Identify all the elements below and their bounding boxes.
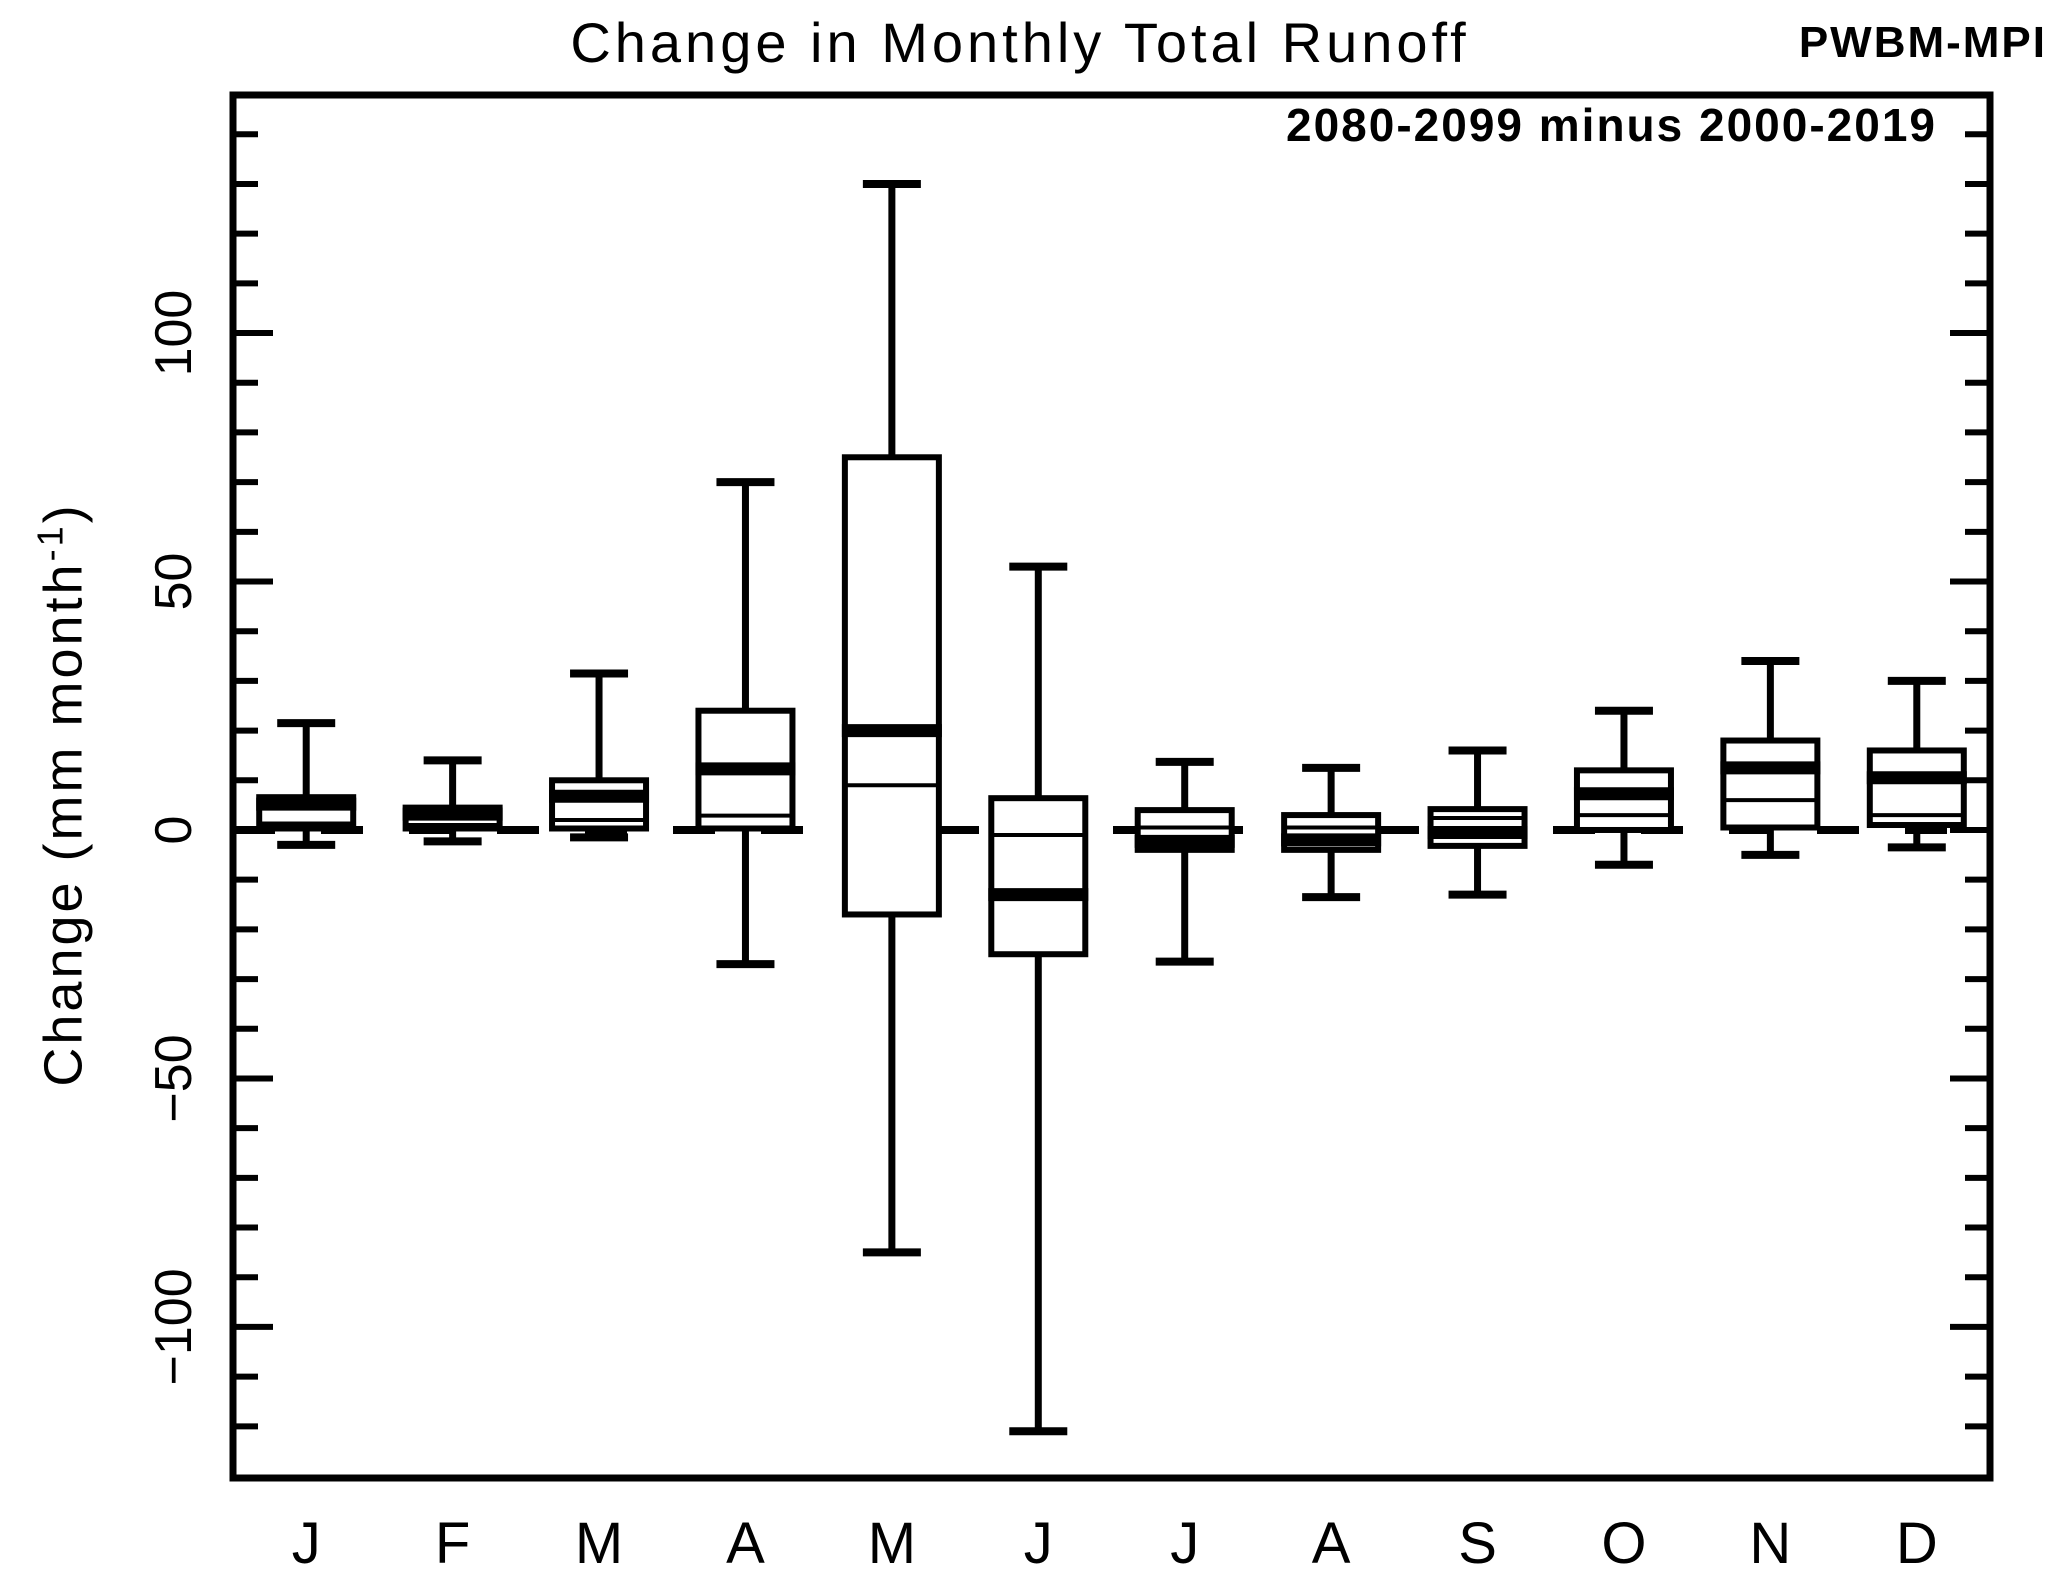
y-tick-label: 0 — [145, 816, 203, 845]
boxplot-mar — [549, 669, 650, 842]
iqr-box — [1866, 747, 1967, 829]
iqr-box — [988, 795, 1089, 958]
boxplot-aug — [1281, 763, 1382, 902]
x-tick-label-month: J — [292, 1511, 321, 1576]
x-tick-label-month: J — [1024, 1511, 1053, 1576]
x-tick-label-month: S — [1458, 1511, 1497, 1576]
x-tick-label-month: N — [1749, 1511, 1791, 1576]
y-tick-label: 50 — [145, 553, 203, 611]
iqr-box — [841, 454, 942, 918]
x-tick-label-month: A — [726, 1511, 765, 1576]
boxplot-jul — [1134, 757, 1235, 966]
boxplot-jan — [256, 719, 357, 849]
chart-title: Change in Monthly Total Runoff — [570, 11, 1470, 74]
boxplot-oct — [1573, 706, 1674, 869]
y-tick-label: −100 — [145, 1268, 203, 1385]
x-tick-label-month: A — [1312, 1511, 1351, 1576]
boxplot-feb — [402, 756, 503, 846]
x-tick-label-month: M — [575, 1511, 623, 1576]
x-tick-label-month: O — [1601, 1511, 1646, 1576]
model-label: PWBM-MPI — [1798, 18, 2047, 67]
x-tick-label-month: M — [868, 1511, 916, 1576]
y-tick-label: 100 — [145, 290, 203, 377]
x-tick-label-month: F — [435, 1511, 470, 1576]
x-tick-label-month: J — [1170, 1511, 1199, 1576]
iqr-box — [1720, 737, 1821, 831]
boxplot-may — [841, 179, 942, 1257]
boxplot-dec — [1866, 676, 1967, 852]
chart-subtitle: 2080-2099 minus 2000-2019 — [1286, 99, 1937, 151]
boxplot-nov — [1720, 657, 1821, 859]
y-tick-label: −50 — [145, 1034, 203, 1122]
x-tick-label-month: D — [1896, 1511, 1938, 1576]
boxplot-apr — [695, 478, 796, 969]
boxplot-sep — [1427, 746, 1528, 899]
boxplot-jun — [988, 562, 1089, 1436]
plot-frame — [229, 91, 1994, 1482]
